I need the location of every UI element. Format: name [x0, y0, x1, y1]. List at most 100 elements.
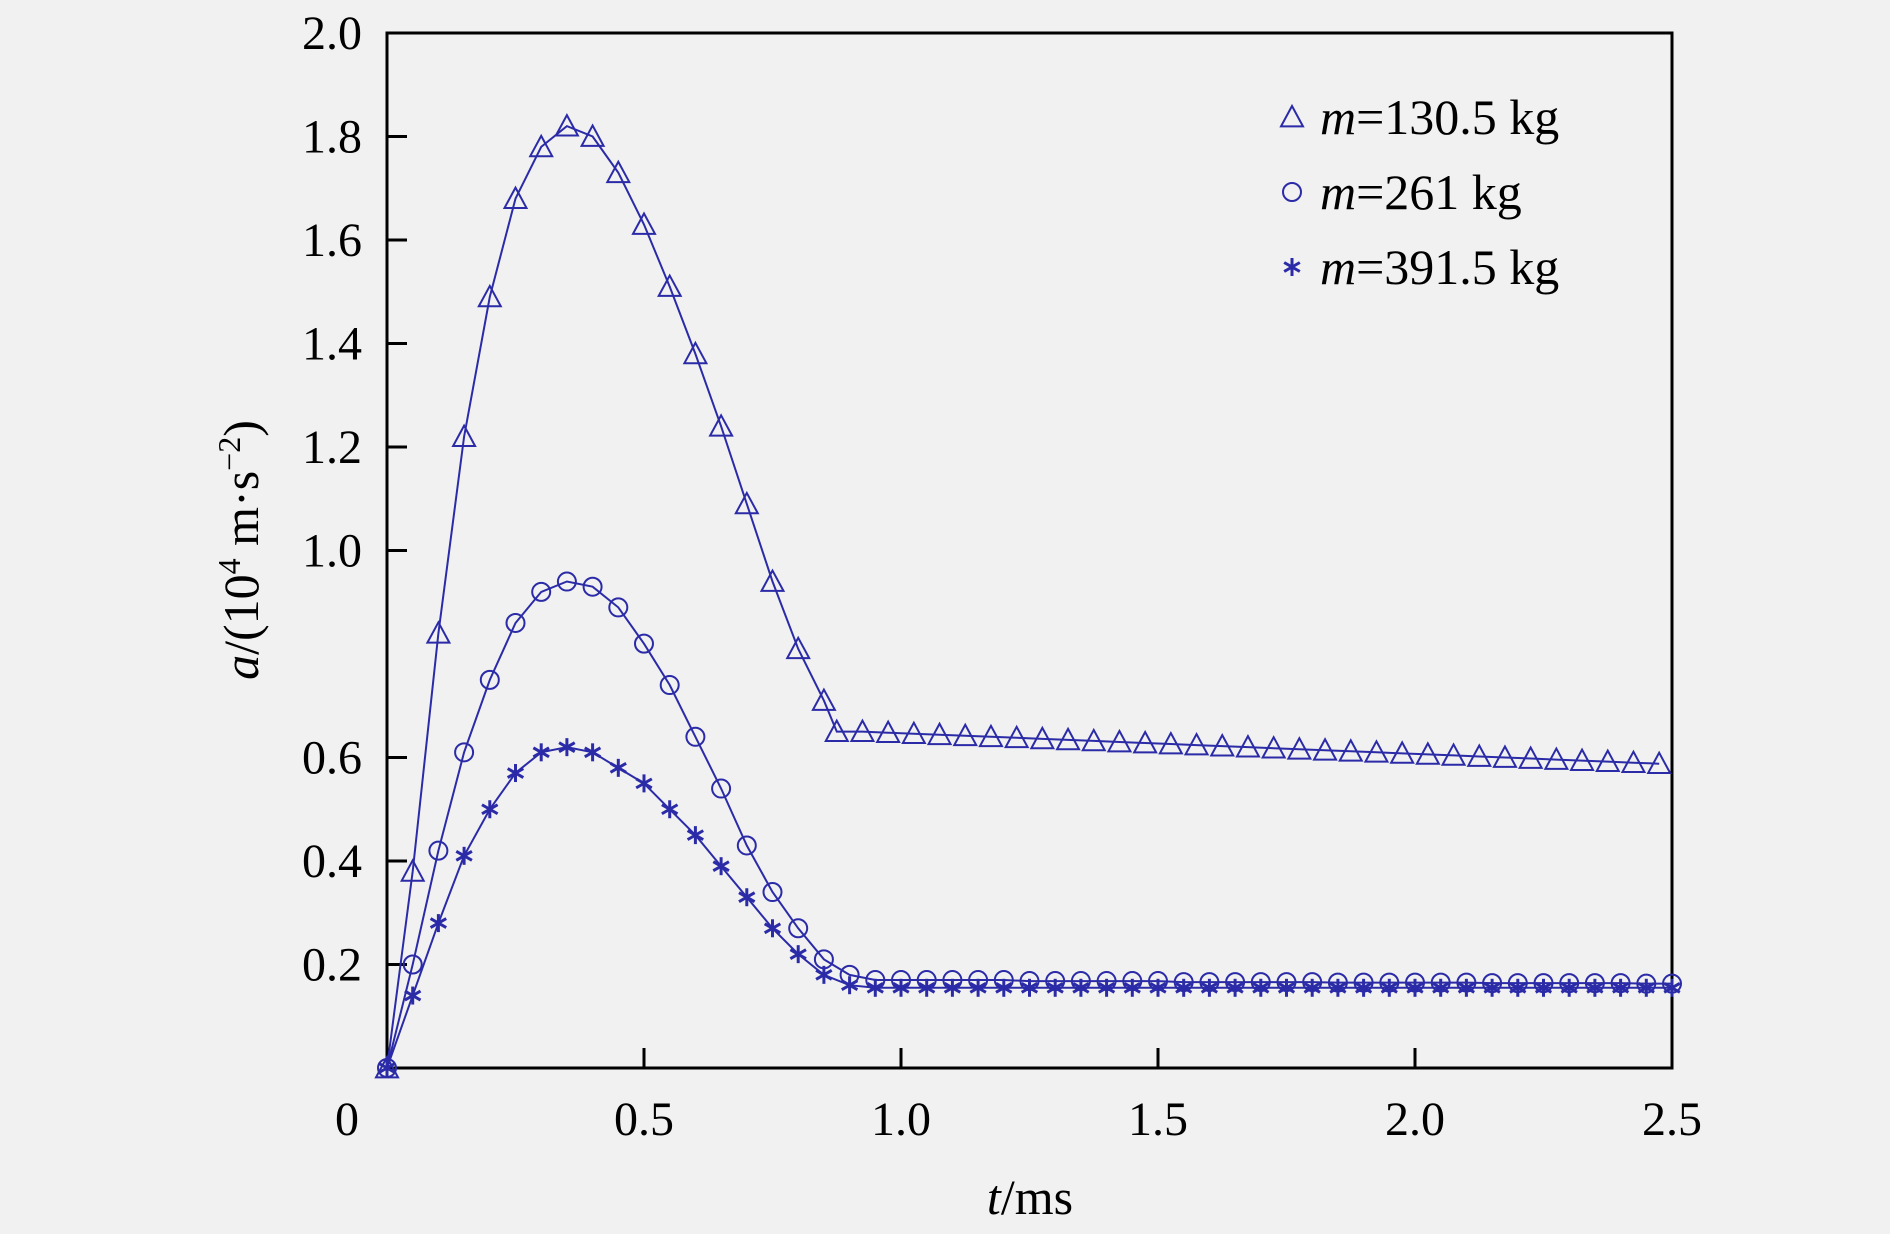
data-point	[1106, 728, 1133, 753]
data-point	[609, 758, 627, 777]
data-point	[400, 858, 426, 882]
y-tick-label: 1.8	[302, 111, 362, 164]
data-point	[1226, 978, 1244, 997]
data-point	[788, 918, 809, 939]
data-point	[1663, 978, 1681, 997]
data-point	[582, 576, 603, 597]
data-point	[708, 413, 734, 437]
data-point	[404, 986, 422, 1005]
data-point	[1560, 978, 1578, 997]
legend-marker	[1283, 258, 1301, 276]
data-point	[558, 738, 576, 757]
axes: 0.2 0.4 0.6 1.0 1.2 1.4 1.6 1.8 2.0 0 0.5 1.0 1.5 2.0…	[302, 7, 1702, 1146]
data-point	[759, 568, 786, 592]
data-point	[454, 742, 475, 763]
data-point	[635, 774, 653, 793]
data-point	[1312, 737, 1338, 761]
data-point	[866, 978, 884, 997]
data-point	[1020, 978, 1039, 997]
data-point	[815, 965, 833, 984]
data-point	[1046, 978, 1064, 997]
data-point	[1235, 734, 1261, 758]
data-point	[711, 778, 732, 799]
data-point	[918, 978, 936, 997]
x-tick-label: 0	[335, 1093, 359, 1146]
data-point	[1543, 746, 1570, 770]
data-point	[763, 919, 782, 938]
data-point	[1098, 978, 1116, 997]
legend-label: m=391.5 kg	[1320, 239, 1559, 295]
data-point	[1646, 750, 1672, 775]
series-3	[378, 738, 1681, 1077]
data-point	[479, 669, 500, 690]
data-point	[455, 846, 473, 865]
data-point	[1277, 978, 1296, 997]
data-point	[1200, 978, 1218, 997]
y-tick-label: 1.6	[302, 214, 362, 267]
data-point	[506, 764, 525, 783]
data-point	[1517, 745, 1544, 769]
data-point	[378, 1059, 396, 1077]
series-2	[377, 571, 1682, 1078]
data-point	[1637, 978, 1655, 997]
plot-series	[374, 113, 1682, 1079]
data-point	[841, 976, 859, 995]
data-point	[505, 612, 526, 633]
data-point	[584, 743, 602, 762]
data-point	[477, 283, 503, 308]
data-point	[659, 675, 680, 696]
x-tick-label: 0.5	[614, 1093, 674, 1146]
y-tick-label: 0.4	[302, 835, 362, 888]
x-tick-label: 1.0	[871, 1093, 931, 1146]
data-point	[402, 954, 423, 975]
y-tick-label: 1.4	[302, 318, 362, 371]
data-point	[661, 800, 679, 819]
data-point	[943, 978, 961, 997]
data-point	[425, 620, 452, 644]
data-point	[952, 722, 978, 747]
data-point	[1175, 978, 1193, 997]
data-point	[1406, 978, 1424, 997]
data-point	[811, 687, 837, 711]
data-point	[1072, 978, 1090, 997]
data-point	[429, 914, 447, 933]
data-point	[532, 743, 550, 762]
legend-marker	[1282, 182, 1302, 202]
y-tick-label: 1.2	[302, 421, 362, 474]
data-point	[1595, 748, 1621, 772]
legend-item: m=130.5 kg	[1279, 89, 1559, 145]
data-point	[1492, 744, 1518, 768]
axis-titles: t/ms a/(104 m·s−2)	[211, 420, 1073, 1225]
data-point	[1569, 747, 1595, 771]
data-point	[631, 211, 657, 235]
data-point	[556, 571, 577, 592]
data-point	[712, 857, 730, 876]
data-point	[686, 826, 704, 845]
data-point	[1380, 978, 1398, 997]
y-tick-label: 1.0	[302, 525, 362, 578]
data-point	[451, 423, 477, 447]
data-point	[926, 721, 953, 746]
data-point	[1338, 738, 1364, 762]
data-point	[502, 185, 529, 209]
data-point	[1055, 726, 1081, 751]
data-point	[528, 133, 554, 158]
data-point	[634, 633, 654, 654]
x-tick-label: 2.5	[1642, 1093, 1702, 1146]
series-line	[386, 124, 1660, 1069]
data-point	[738, 888, 756, 907]
data-point	[1586, 978, 1604, 997]
data-point	[1132, 729, 1158, 754]
legend-label: m=130.5 kg	[1320, 89, 1559, 145]
legend: m=130.5 kg m=261 kg m=391.5 kg	[1279, 89, 1559, 295]
data-point	[1029, 725, 1056, 750]
data-point	[531, 581, 552, 602]
data-point	[608, 597, 629, 618]
data-point	[1457, 978, 1475, 997]
data-point	[605, 159, 631, 184]
y-tick-label: 2.0	[302, 7, 362, 60]
data-point	[995, 978, 1013, 997]
data-point	[685, 726, 706, 747]
data-point	[762, 882, 783, 903]
data-point	[1620, 749, 1647, 774]
